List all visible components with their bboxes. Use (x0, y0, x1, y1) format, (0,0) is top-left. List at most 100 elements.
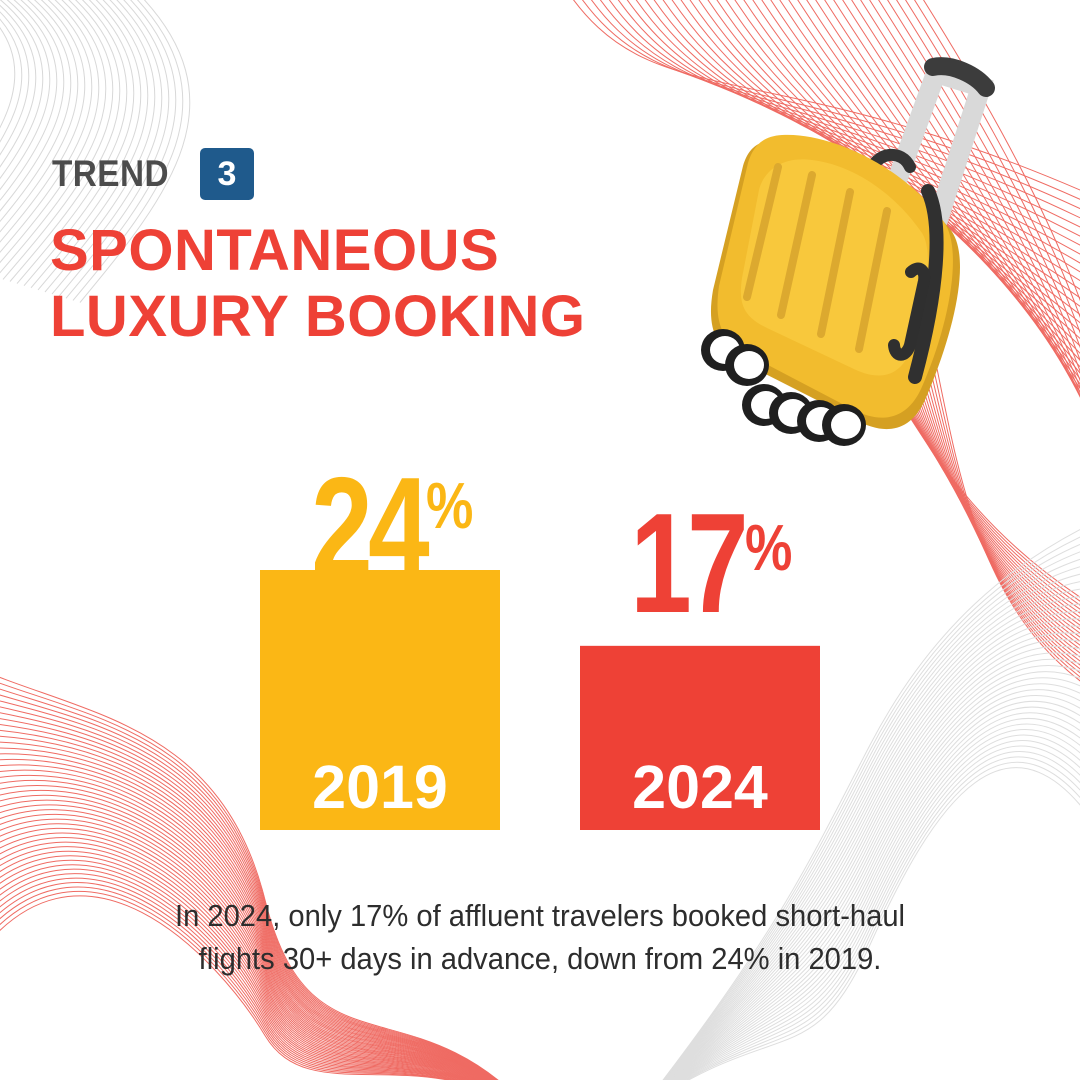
wave-line (23, 0, 135, 287)
wave-line (0, 841, 477, 1080)
wave-line (9, 0, 121, 282)
wave-line (833, 0, 1080, 398)
bar-category-2019: 2019 (312, 753, 448, 821)
wave-line (679, 734, 1080, 1080)
wave-line (0, 799, 486, 1080)
wave-line (663, 558, 1080, 1080)
wave-line (0, 27, 16, 129)
wave-line (662, 536, 1080, 1080)
wave-line (815, 0, 1080, 396)
wave-line (666, 610, 1080, 1080)
wave-pattern-top-left (0, 0, 191, 303)
wave-line (0, 855, 472, 1080)
wave-line (582, 0, 1080, 200)
wave-line (0, 0, 51, 191)
wave-line (0, 741, 494, 1080)
wave-line (37, 0, 149, 291)
suitcase-rib-3 (817, 188, 854, 338)
wave-line (0, 890, 454, 1080)
wave-line (0, 846, 475, 1080)
bar-value-2024: 17 (630, 484, 744, 642)
wave-line (0, 877, 463, 1080)
wave-line (668, 639, 1080, 1080)
suitcase-rib-2 (777, 171, 816, 319)
headline-line-2: LUXURY BOOKING (50, 284, 586, 349)
wave-pattern-bottom-right (662, 529, 1080, 1080)
wave-line (573, 0, 1080, 191)
wave-line (665, 603, 1080, 1080)
wave-line (51, 0, 163, 295)
wave-line (0, 850, 474, 1080)
wave-line (0, 823, 481, 1080)
wave-line (664, 566, 1080, 1080)
wave-line (0, 759, 492, 1080)
wave-line (878, 0, 1080, 373)
wave-line (0, 747, 493, 1080)
suitcase-handle-outer (876, 60, 994, 239)
wave-line (672, 689, 1080, 1080)
wave-line (0, 724, 495, 1080)
wave-line (0, 753, 492, 1080)
wave-line (0, 859, 470, 1080)
footnote: In 2024, only 17% of affluent travelers … (117, 894, 963, 980)
bar-2019 (260, 570, 500, 830)
wave-line (674, 700, 1080, 1080)
wave-line (0, 809, 484, 1080)
wave-line (678, 729, 1080, 1080)
suitcase-icon (701, 57, 995, 446)
wave-line (0, 769, 491, 1080)
wave-line (0, 794, 487, 1080)
footnote-line-1: In 2024, only 17% of affluent travelers … (174, 898, 906, 933)
wave-line (860, 0, 1080, 389)
wave-line (797, 0, 1080, 390)
wave-line (675, 706, 1080, 1080)
wave-line (0, 0, 86, 243)
wave-line (0, 779, 489, 1080)
wave-line (0, 4, 37, 168)
bar-category-2024: 2024 (632, 753, 768, 821)
wave-line (683, 750, 1080, 1080)
wave-line (687, 767, 1080, 1080)
wave-line (806, 0, 1080, 393)
wave-line (670, 665, 1080, 1080)
wave-line (0, 868, 467, 1080)
wave-line (617, 0, 1080, 237)
wave-line (0, 832, 479, 1080)
wave-line (0, 11, 30, 156)
wave-line (681, 745, 1080, 1080)
wave-line (842, 0, 1080, 397)
bar-2024 (580, 645, 820, 830)
suitcase-handle-grip (924, 57, 995, 97)
wave-line (0, 706, 497, 1080)
wave-line (0, 688, 498, 1080)
wave-line (0, 789, 488, 1080)
wave-line (0, 712, 496, 1080)
headline: SPONTANEOUS LUXURY BOOKING (50, 218, 670, 350)
wave-line (16, 0, 128, 284)
wave-line (0, 895, 450, 1080)
wave-line (669, 652, 1080, 1080)
wave-line (0, 873, 465, 1080)
bar-unit-2024: % (745, 511, 792, 584)
footnote-line-2: flights 30+ days in advance, down from 2… (198, 941, 882, 976)
wave-line (0, 0, 100, 264)
wave-line (851, 0, 1080, 394)
wave-line (0, 0, 79, 233)
wave-line (665, 588, 1080, 1080)
wave-line (0, 886, 458, 1080)
wave-line (869, 0, 1080, 382)
headline-line-1: SPONTANEOUS (50, 218, 500, 283)
bar-unit-2019: % (426, 469, 473, 542)
suitcase-wheels (701, 329, 866, 446)
wave-line (72, 0, 184, 301)
wave-line (0, 864, 469, 1080)
trend-header: TREND 3 (52, 148, 254, 200)
wave-line (675, 712, 1080, 1080)
wave-line (824, 0, 1080, 398)
wave-line (0, 828, 480, 1080)
trend-number-badge: 3 (199, 148, 254, 200)
wave-line (0, 837, 478, 1080)
wave-line (0, 676, 499, 1080)
